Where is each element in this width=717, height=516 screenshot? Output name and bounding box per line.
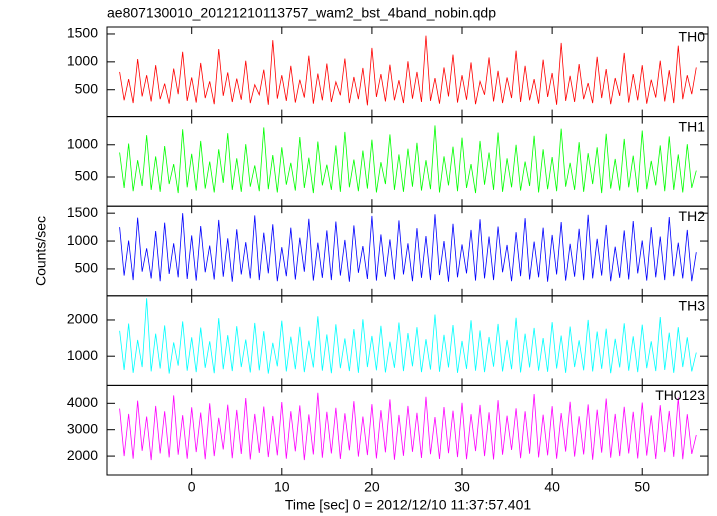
y-tick-label: 500	[75, 168, 99, 184]
panel-frame	[106, 26, 709, 118]
panel-label: TH2	[679, 208, 706, 224]
x-axis-label: Time [sec] 0 = 2012/12/10 11:37:57.401	[285, 497, 532, 513]
panel-frame	[106, 295, 709, 386]
panel-frame	[106, 116, 709, 207]
y-tick-label: 1000	[67, 53, 98, 69]
x-tick-label: 20	[364, 479, 380, 495]
light-curve	[119, 392, 697, 461]
y-tick-label: 1000	[67, 232, 98, 248]
panel-label: TH1	[679, 118, 706, 134]
y-axis-label: Counts/sec	[33, 216, 49, 286]
x-tick-label: 30	[454, 479, 470, 495]
panel-label: TH0	[679, 29, 706, 45]
panel-label: TH3	[679, 298, 706, 314]
y-tick-label: 500	[75, 260, 99, 276]
panel-frame	[106, 205, 709, 297]
x-tick-label: 0	[188, 479, 196, 495]
light-curve	[119, 35, 697, 106]
panel-frame	[106, 384, 709, 476]
light-curve	[119, 125, 697, 194]
y-tick-label: 1000	[67, 347, 98, 363]
x-tick-label: 10	[274, 479, 290, 495]
y-tick-label: 500	[75, 80, 99, 96]
light-curve	[119, 213, 697, 282]
panel-label: TH0123	[655, 387, 705, 403]
light-curve	[119, 298, 697, 374]
y-tick-label: 1500	[67, 204, 98, 220]
y-tick-label: 1500	[67, 25, 98, 41]
chart-title: ae807130010_20121210113757_wam2_bst_4ban…	[107, 5, 496, 21]
x-tick-label: 50	[634, 479, 650, 495]
y-tick-label: 2000	[67, 447, 98, 463]
y-tick-label: 3000	[67, 420, 98, 436]
y-tick-label: 4000	[67, 394, 98, 410]
y-tick-label: 1000	[67, 135, 98, 151]
y-tick-label: 2000	[67, 311, 98, 327]
x-tick-label: 40	[544, 479, 560, 495]
